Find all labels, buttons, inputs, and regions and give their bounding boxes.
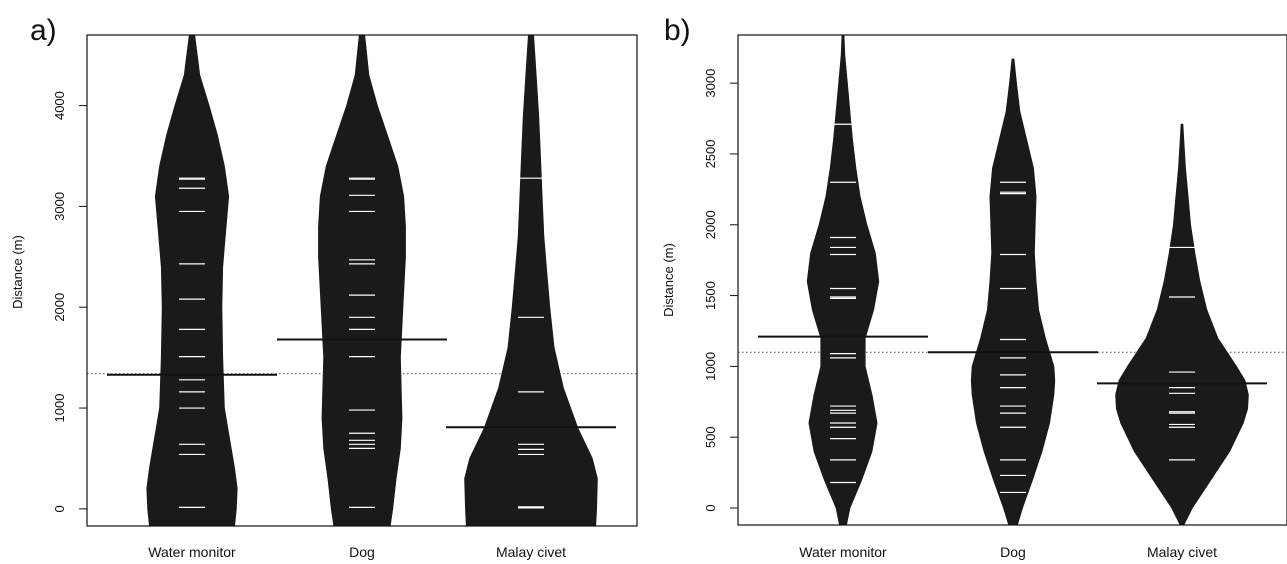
x-tick-label-text: Malay civet	[496, 544, 566, 560]
plot-frame	[86, 34, 638, 527]
y-tick-label: 3000	[703, 69, 718, 98]
y-tick-label: 1000	[703, 352, 718, 381]
bean-water-monitor	[806, 35, 880, 525]
bean-malay-civet	[1115, 123, 1249, 525]
x-tick-label-a-water-monitor: Water monitor	[148, 544, 236, 560]
bean-dog	[318, 35, 406, 526]
x-tick-label-a-dog: Dog	[349, 544, 375, 560]
x-tick-label-b-dog: Dog	[1000, 544, 1026, 560]
y-tick-label: 0	[703, 504, 718, 511]
x-tick-label-a-malay-civet: Malay civet	[496, 544, 566, 560]
y-tick-label: 2000	[52, 293, 67, 322]
y-tick-label: 0	[52, 505, 67, 512]
y-tick-label: 500	[703, 426, 718, 448]
bean-dog	[970, 58, 1056, 525]
y-tick-label: 1000	[52, 394, 67, 423]
panel-label-b: b)	[664, 14, 691, 47]
y-tick-label: 2500	[703, 139, 718, 168]
x-tick-label-text: Water monitor	[148, 544, 236, 560]
x-tick-label-b-water-monitor: Water monitor	[799, 544, 887, 560]
y-tick-label: 2000	[703, 210, 718, 239]
plot-frame	[737, 34, 1287, 526]
x-tick-label-text: Water monitor	[799, 544, 887, 560]
panel-b: b) Distance (m) Water monitor Dog Malay …	[661, 14, 1287, 560]
x-tick-label-b-malay-civet: Malay civet	[1147, 544, 1217, 560]
plot-area	[738, 35, 1287, 525]
y-tick-label: 4000	[52, 91, 67, 120]
bean-water-monitor	[146, 35, 238, 526]
panel-label-a: a)	[30, 14, 57, 47]
panel-a: a) Distance (m) Water monitor Dog Malay …	[10, 14, 638, 560]
x-tick-label-text: Dog	[1000, 544, 1026, 560]
plot-area	[87, 35, 637, 526]
y-axis-label-b: Distance (m)	[661, 243, 676, 317]
x-tick-label-text: Dog	[349, 544, 375, 560]
bean-malay-civet	[464, 35, 598, 526]
y-tick-label: 1500	[703, 281, 718, 310]
x-tick-label-text: Malay civet	[1147, 544, 1217, 560]
y-tick-label: 3000	[52, 192, 67, 221]
y-axis-label-a: Distance (m)	[10, 235, 25, 309]
